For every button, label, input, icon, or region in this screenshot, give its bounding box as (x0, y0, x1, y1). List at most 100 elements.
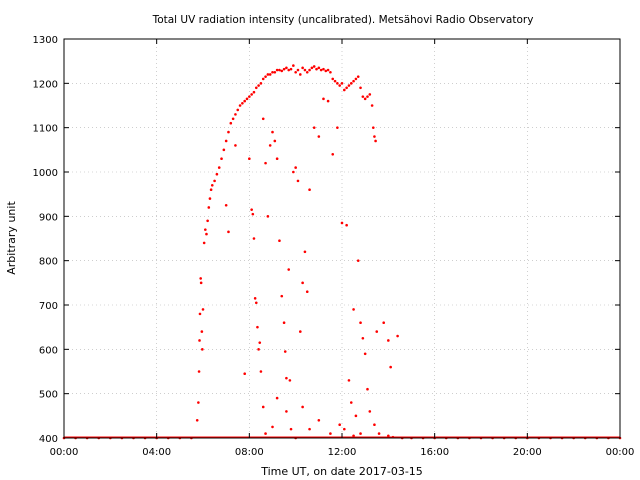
data-point (205, 232, 208, 236)
data-point (299, 330, 302, 333)
data-point (303, 250, 307, 254)
data-point (294, 166, 297, 169)
data-point (287, 68, 291, 72)
x-tick-label: 16:00 (420, 447, 449, 458)
data-point (236, 108, 240, 112)
data-point (387, 339, 390, 342)
data-point (305, 70, 309, 74)
data-point (264, 75, 267, 78)
data-point (258, 341, 262, 344)
data-point (248, 157, 251, 160)
data-point (197, 401, 200, 404)
data-point (370, 104, 374, 107)
data-point (308, 188, 311, 192)
data-point (361, 95, 365, 98)
data-point (271, 70, 274, 74)
data-point (217, 166, 221, 169)
data-point (200, 330, 204, 333)
data-point (292, 64, 295, 67)
data-point (234, 144, 237, 147)
data-point (359, 86, 362, 90)
data-point (366, 95, 369, 98)
data-point (387, 434, 390, 438)
data-point (209, 188, 213, 192)
data-point (231, 117, 235, 121)
data-point (396, 334, 399, 338)
data-point (210, 184, 214, 187)
data-point (250, 93, 253, 96)
data-point (201, 348, 204, 351)
data-point (373, 135, 376, 138)
data-point (340, 82, 344, 85)
data-point (368, 410, 372, 413)
data-point (326, 99, 330, 103)
data-point (305, 290, 309, 294)
data-point (250, 208, 253, 211)
data-point (312, 126, 316, 129)
data-point (275, 157, 279, 160)
data-point (275, 68, 279, 72)
data-point (285, 66, 288, 70)
data-point (282, 321, 286, 325)
data-point (206, 219, 209, 223)
data-point (345, 86, 348, 90)
data-point (312, 65, 316, 68)
data-point (366, 387, 369, 391)
data-point (343, 88, 346, 92)
data-point (294, 70, 297, 74)
data-point (331, 152, 335, 156)
data-point (261, 405, 265, 409)
data-point (374, 139, 377, 143)
y-tick-label: 1200 (33, 79, 58, 90)
data-point (283, 350, 287, 353)
data-point (308, 427, 311, 431)
data-point (361, 336, 365, 340)
y-tick-label: 1000 (33, 168, 58, 179)
x-tick-label: 04:00 (142, 447, 171, 458)
data-point (285, 376, 288, 380)
data-point (241, 101, 244, 105)
data-point (256, 325, 259, 329)
data-point (266, 215, 270, 218)
data-point (224, 203, 228, 207)
data-point (259, 370, 263, 373)
data-point (268, 144, 272, 147)
data-point (280, 69, 284, 73)
data-point (352, 79, 355, 83)
data-point (296, 179, 300, 183)
data-point (254, 301, 258, 305)
data-point (288, 379, 292, 382)
data-point (363, 352, 367, 356)
x-tick-label: 12:00 (328, 447, 357, 458)
data-point (349, 82, 353, 85)
y-tick-label: 400 (39, 434, 58, 445)
data-point (252, 237, 256, 240)
data-point (271, 130, 274, 134)
data-point (251, 212, 255, 216)
data-point (317, 418, 321, 422)
y-tick-label: 1100 (33, 124, 58, 135)
data-point (352, 308, 355, 311)
data-point (333, 79, 337, 83)
data-point (229, 121, 233, 125)
data-point (331, 77, 335, 81)
data-point (243, 372, 246, 376)
data-point (349, 401, 353, 404)
data-point (359, 321, 362, 325)
data-point (343, 427, 346, 431)
data-point (213, 179, 216, 183)
data-point (220, 157, 223, 160)
data-point (234, 113, 237, 116)
data-point (289, 427, 293, 431)
data-point (264, 161, 267, 165)
data-point (222, 148, 226, 152)
data-point (322, 67, 325, 71)
data-point (329, 70, 332, 74)
data-point (259, 82, 263, 85)
data-point (336, 126, 339, 129)
data-point (356, 259, 360, 262)
data-point (301, 66, 304, 70)
data-point (275, 396, 279, 400)
data-point (202, 241, 206, 245)
